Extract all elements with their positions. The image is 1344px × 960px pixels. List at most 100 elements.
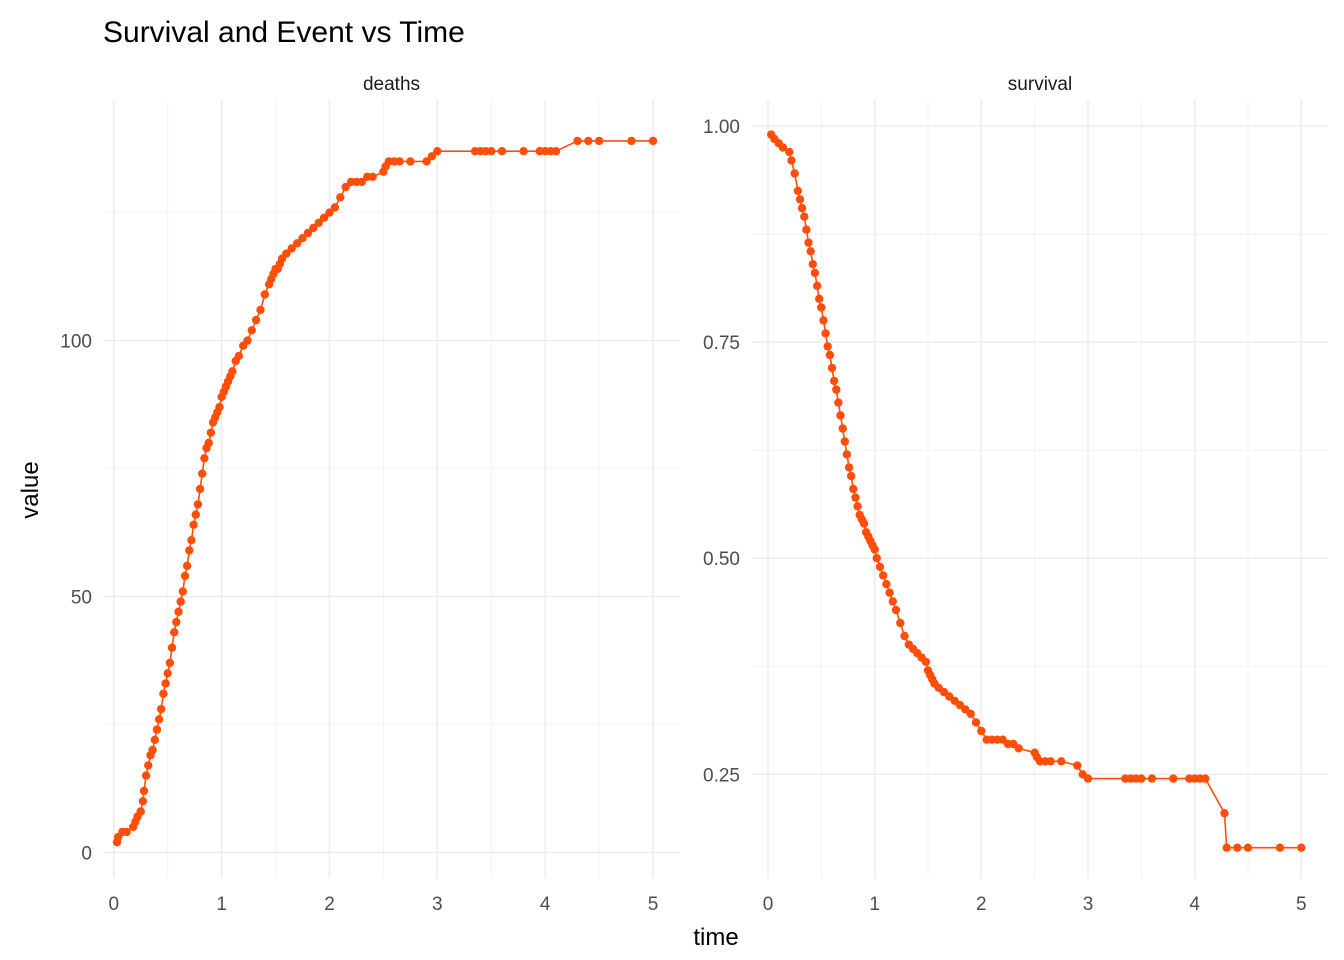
data-point (1014, 744, 1023, 753)
data-point (247, 326, 256, 335)
data-point (243, 336, 252, 345)
data-point (204, 438, 213, 448)
x-tick-label: 0 (108, 894, 119, 915)
x-tick-label: 4 (540, 894, 551, 915)
x-tick-label: 3 (432, 894, 443, 915)
data-point (815, 294, 824, 303)
data-point (793, 186, 803, 195)
data-point (1233, 843, 1242, 852)
x-tick-label: 5 (648, 894, 659, 915)
x-tick-label: 4 (1189, 894, 1200, 915)
data-point (200, 454, 209, 463)
data-point (189, 520, 198, 529)
data-point (138, 797, 148, 806)
data-point (154, 715, 164, 724)
data-point (139, 786, 149, 796)
data-point (309, 223, 318, 233)
data-point (875, 562, 885, 571)
data-point (921, 657, 931, 667)
data-point (141, 771, 151, 780)
data-point (198, 469, 207, 478)
data-point (810, 268, 820, 278)
data-point (180, 571, 190, 581)
data-point (193, 500, 203, 509)
x-tick-label: 2 (324, 894, 335, 915)
data-point (167, 643, 177, 652)
data-point (977, 726, 986, 736)
y-tick-label: 100 (60, 332, 92, 353)
y-tick-label: 0.75 (703, 333, 740, 354)
data-point (325, 208, 334, 217)
data-point (187, 536, 196, 545)
data-point (872, 554, 881, 563)
data-point (152, 725, 162, 734)
data-point (879, 571, 888, 580)
data-point (648, 136, 658, 146)
data-point (292, 239, 302, 248)
data-point (829, 376, 839, 386)
data-point (298, 234, 307, 243)
data-point (427, 152, 437, 161)
data-point (330, 203, 340, 212)
data-point (859, 519, 869, 528)
data-point (144, 761, 153, 770)
data-point (1275, 843, 1285, 852)
data-point (357, 177, 366, 187)
data-point (785, 147, 794, 157)
data-point (842, 450, 852, 459)
data-point (832, 385, 841, 394)
data-point (191, 510, 200, 519)
data-point (1147, 774, 1157, 783)
x-tick-label: 3 (1083, 894, 1094, 915)
x-tick-label: 5 (1296, 894, 1307, 915)
data-point (487, 147, 496, 156)
data-point (185, 546, 194, 555)
data-point (812, 281, 822, 291)
data-point (804, 238, 813, 247)
data-point (287, 244, 296, 253)
y-tick-label: 50 (71, 587, 92, 608)
data-point (900, 631, 909, 641)
data-point (282, 249, 291, 258)
data-point (808, 260, 817, 269)
facet-strip-label: survival (1008, 74, 1072, 95)
x-tick-label: 1 (869, 894, 880, 915)
data-point (573, 136, 582, 146)
data-point (971, 718, 981, 727)
facet-strip-label: deaths (363, 74, 420, 95)
data-point (594, 136, 604, 146)
data-point (885, 588, 894, 597)
data-point (795, 195, 805, 204)
chart-title: Survival and Event vs Time (103, 16, 465, 49)
x-tick-label: 2 (976, 894, 987, 915)
data-point (174, 607, 183, 616)
data-point (165, 658, 175, 668)
data-point (368, 172, 377, 181)
data-point (821, 329, 830, 338)
data-point (163, 669, 172, 678)
data-point (840, 437, 849, 446)
data-point (1046, 757, 1055, 766)
data-point (1169, 774, 1178, 783)
data-point (896, 618, 905, 628)
data-point (834, 398, 843, 407)
data-point (314, 218, 323, 227)
data-point (256, 305, 265, 315)
data-point (817, 303, 826, 312)
data-point (849, 484, 858, 494)
data-point (161, 679, 170, 688)
data-point (802, 225, 811, 234)
data-point (406, 157, 415, 166)
panel-survival: survival 0 1 2 3 4 5 0.25 0.50 0.75 1.00 (703, 74, 1328, 915)
data-point (228, 367, 237, 376)
data-point (1222, 843, 1231, 852)
data-point (206, 428, 216, 437)
data-point (1201, 774, 1210, 783)
data-point (176, 597, 185, 606)
data-point (260, 290, 269, 299)
data-point (170, 628, 179, 637)
data-point (172, 617, 181, 627)
data-point (966, 709, 975, 718)
